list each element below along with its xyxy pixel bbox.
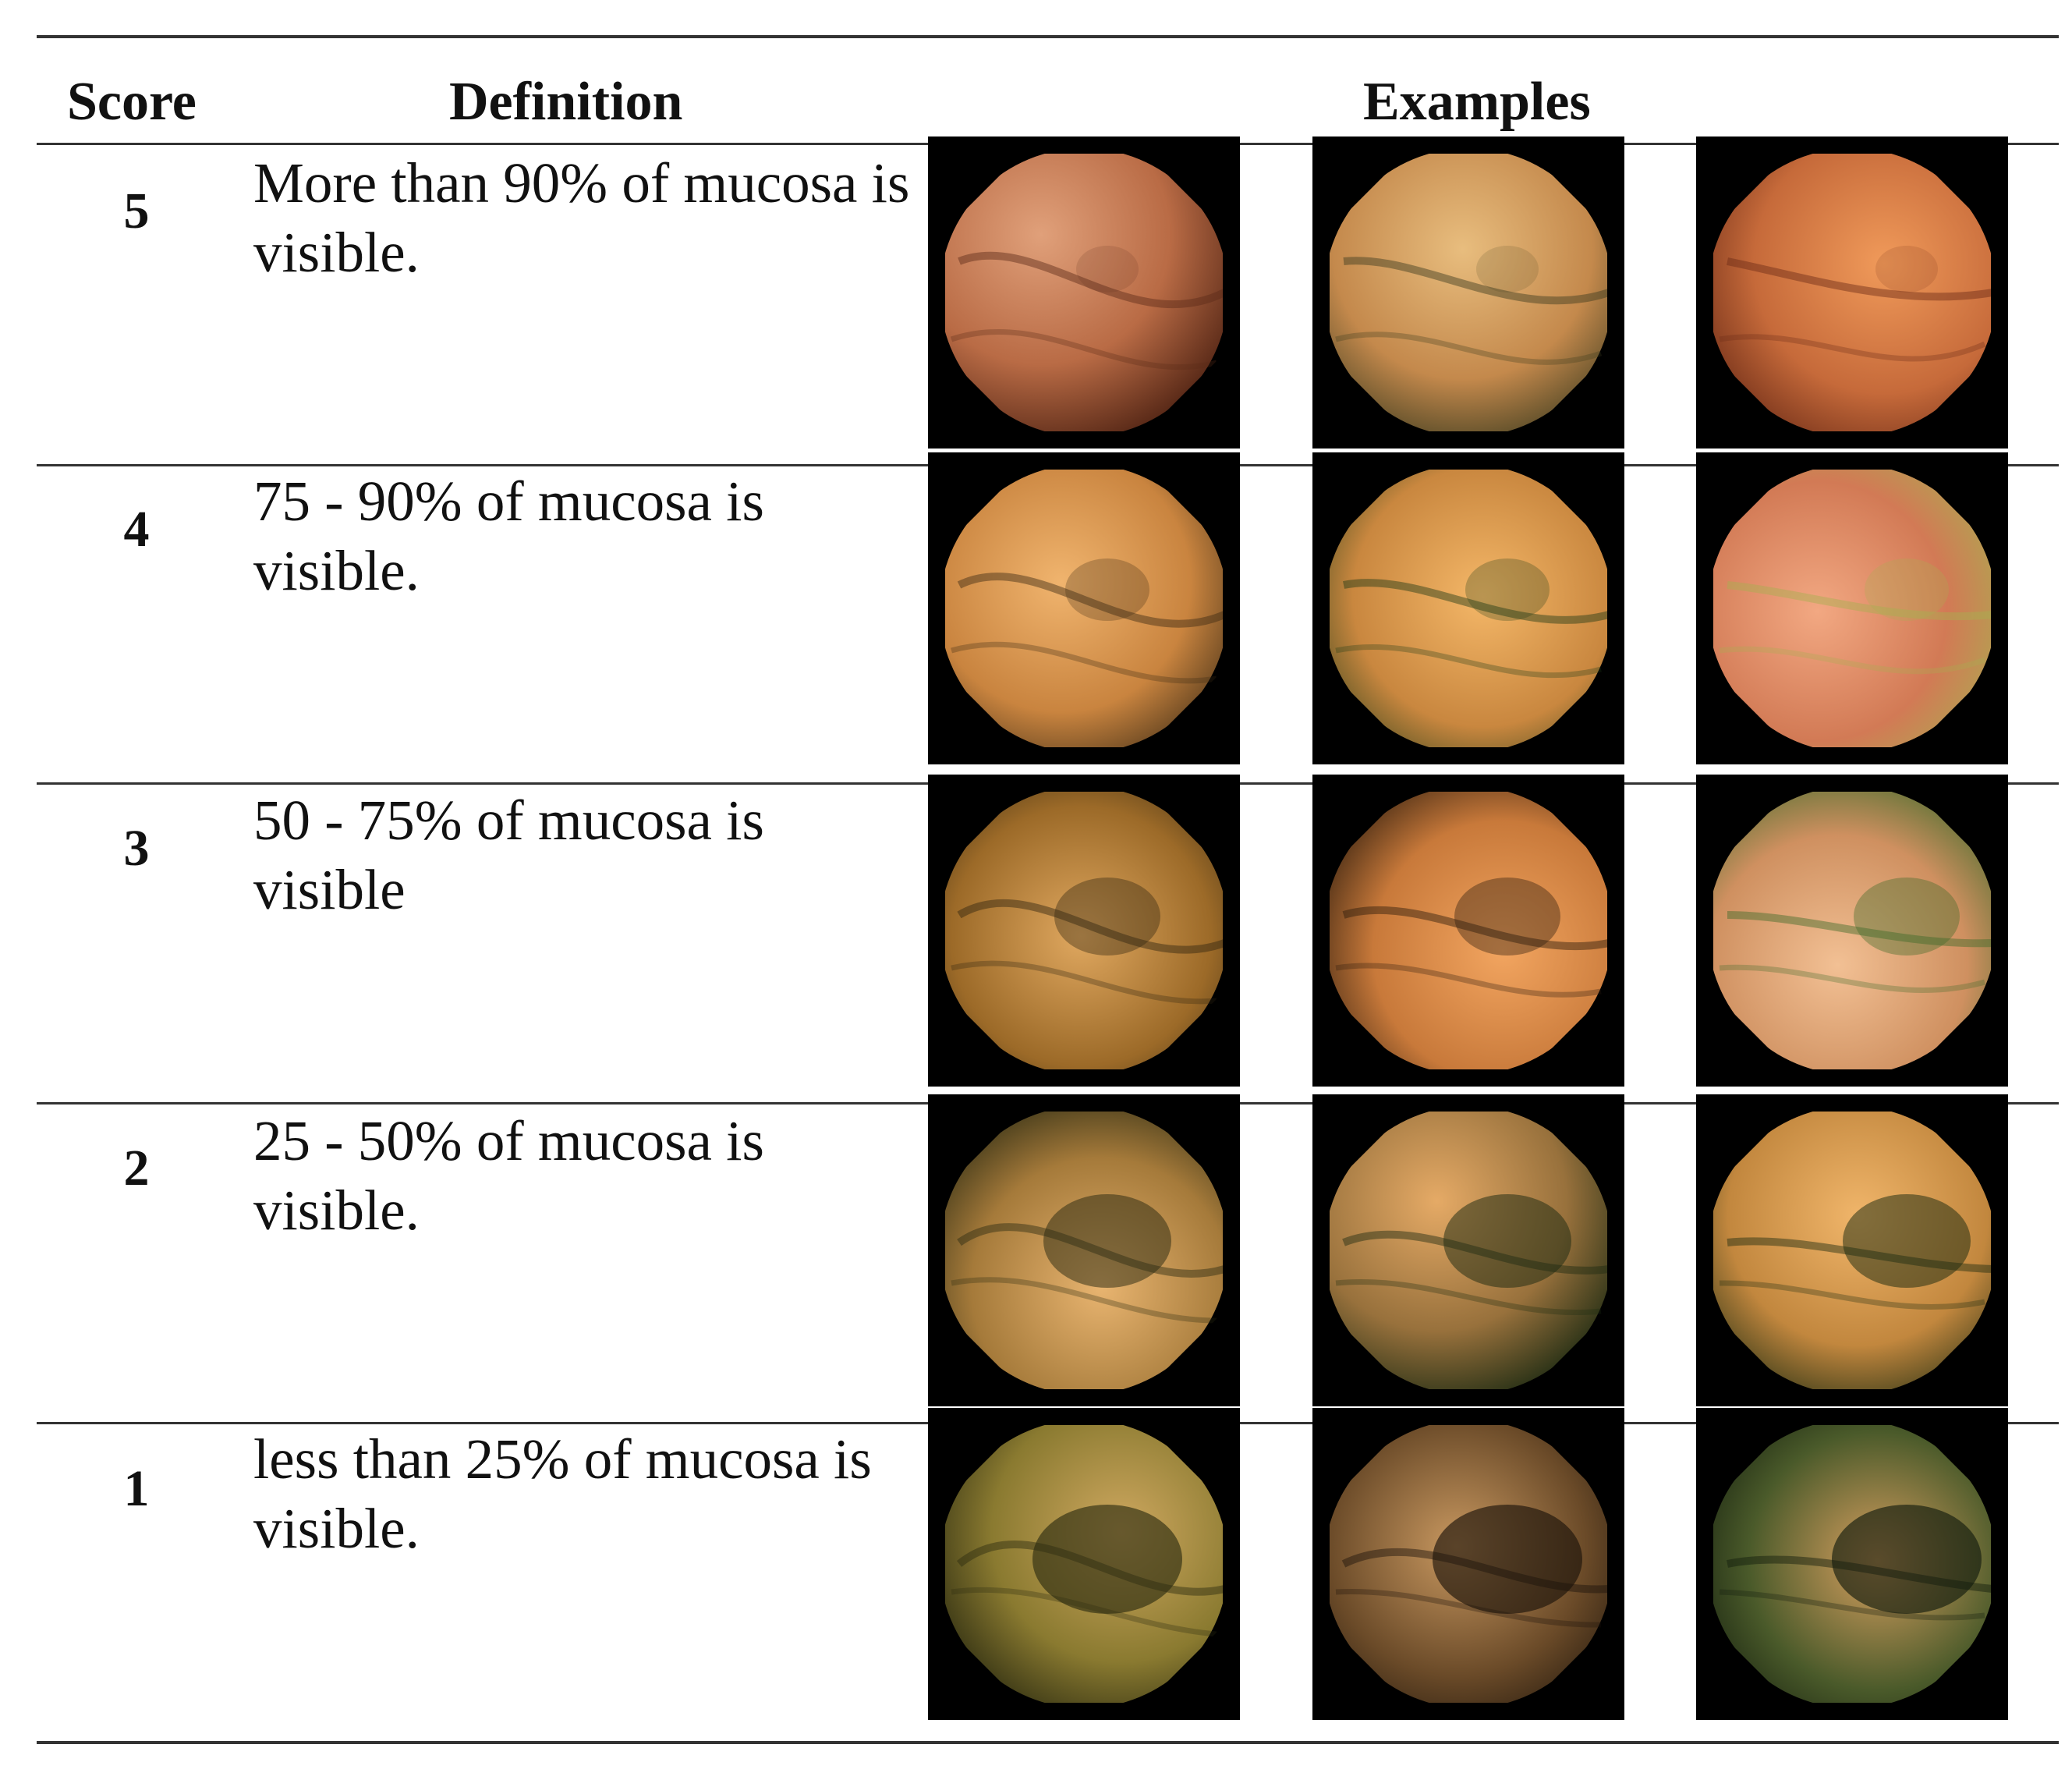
endoscopy-image-icon xyxy=(1312,452,1624,764)
example-image xyxy=(1312,775,1624,1087)
example-image xyxy=(1312,1408,1624,1720)
endoscopy-image-icon xyxy=(1312,137,1624,449)
definition-text: 50 - 75% of mucosa is visible xyxy=(253,789,764,921)
example-image xyxy=(928,775,1240,1087)
endoscopy-image-icon xyxy=(1312,1094,1624,1406)
endoscopy-image-icon xyxy=(1312,775,1624,1087)
example-image xyxy=(1696,775,2008,1087)
header-definition: Definition xyxy=(449,72,683,132)
endoscopy-image-icon xyxy=(928,775,1240,1087)
endoscopy-image-icon xyxy=(928,1094,1240,1406)
table-top-rule xyxy=(37,35,2059,38)
example-image xyxy=(1696,1408,2008,1720)
example-image xyxy=(928,137,1240,449)
example-image xyxy=(1312,137,1624,449)
endoscopy-image-icon xyxy=(1696,775,2008,1087)
endoscopy-image-icon xyxy=(1696,1094,2008,1406)
endoscopy-image-icon xyxy=(1312,1408,1624,1720)
score-value: 1 xyxy=(123,1460,150,1517)
table-bottom-rule xyxy=(37,1741,2059,1744)
example-image xyxy=(1696,452,2008,764)
example-image xyxy=(928,1094,1240,1406)
example-image xyxy=(1312,452,1624,764)
score-value: 5 xyxy=(123,183,150,239)
example-image xyxy=(1696,1094,2008,1406)
header-examples: Examples xyxy=(1363,72,1591,132)
endoscopy-image-icon xyxy=(1696,1408,2008,1720)
endoscopy-image-icon xyxy=(928,452,1240,764)
endoscopy-image-icon xyxy=(928,137,1240,449)
endoscopy-image-icon xyxy=(1696,452,2008,764)
header-score: Score xyxy=(67,72,197,132)
definition-text: More than 90% of mucosa is visible. xyxy=(253,151,910,284)
endoscopy-image-icon xyxy=(1696,137,2008,449)
example-image xyxy=(928,1408,1240,1720)
score-value: 3 xyxy=(123,820,150,877)
score-value: 4 xyxy=(123,501,150,558)
example-image xyxy=(928,452,1240,764)
definition-text: 75 - 90% of mucosa is visible. xyxy=(253,470,764,602)
definition-text: 25 - 50% of mucosa is visible. xyxy=(253,1109,764,1242)
endoscopy-image-icon xyxy=(928,1408,1240,1720)
example-image xyxy=(1696,137,2008,449)
definition-text: less than 25% of mucosa is visible. xyxy=(253,1427,872,1560)
score-value: 2 xyxy=(123,1140,150,1197)
example-image xyxy=(1312,1094,1624,1406)
